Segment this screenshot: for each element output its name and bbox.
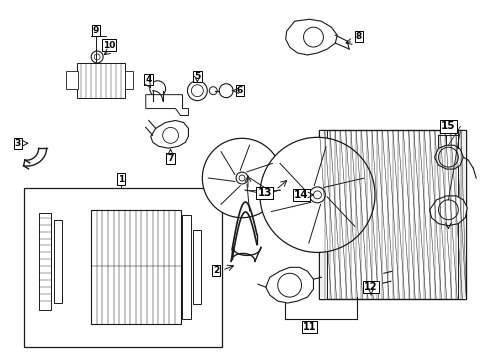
Text: 3: 3 xyxy=(15,139,21,148)
Circle shape xyxy=(188,81,207,100)
Circle shape xyxy=(209,87,217,95)
Text: 15: 15 xyxy=(441,121,456,131)
Polygon shape xyxy=(151,121,189,148)
Circle shape xyxy=(91,51,103,63)
Circle shape xyxy=(310,187,325,203)
Polygon shape xyxy=(286,19,337,55)
Text: 4: 4 xyxy=(146,75,152,84)
Circle shape xyxy=(303,27,323,47)
Polygon shape xyxy=(430,196,467,226)
Circle shape xyxy=(163,127,178,143)
Circle shape xyxy=(150,81,166,96)
Circle shape xyxy=(278,273,301,297)
Bar xyxy=(153,95,182,107)
Circle shape xyxy=(219,84,233,98)
Bar xyxy=(319,130,466,299)
Circle shape xyxy=(239,175,245,181)
Polygon shape xyxy=(266,267,314,303)
Text: 12: 12 xyxy=(364,282,378,292)
Text: 9: 9 xyxy=(93,26,99,35)
Text: 11: 11 xyxy=(303,322,316,332)
Text: 13: 13 xyxy=(258,188,272,198)
Text: 7: 7 xyxy=(168,154,174,163)
Bar xyxy=(91,210,180,324)
Circle shape xyxy=(314,191,321,199)
Bar xyxy=(319,130,327,299)
Text: 8: 8 xyxy=(356,32,362,41)
Bar xyxy=(24,188,222,347)
Polygon shape xyxy=(332,260,384,297)
Text: 2: 2 xyxy=(213,266,220,275)
Bar xyxy=(125,71,133,89)
Circle shape xyxy=(202,138,282,218)
Bar xyxy=(182,215,192,319)
Bar xyxy=(54,220,62,303)
Polygon shape xyxy=(435,145,464,169)
Circle shape xyxy=(236,172,248,184)
Text: 6: 6 xyxy=(237,86,243,95)
Bar xyxy=(77,63,125,98)
Circle shape xyxy=(439,147,458,167)
Polygon shape xyxy=(146,95,189,116)
Circle shape xyxy=(439,200,458,220)
Bar xyxy=(194,230,201,304)
Bar xyxy=(39,213,50,310)
Text: 10: 10 xyxy=(103,41,115,50)
Bar xyxy=(66,71,78,89)
Circle shape xyxy=(347,267,371,291)
Circle shape xyxy=(94,54,100,60)
Text: 1: 1 xyxy=(118,175,124,184)
Circle shape xyxy=(192,85,203,96)
Text: 14: 14 xyxy=(294,190,309,200)
Text: 5: 5 xyxy=(194,72,200,81)
Bar xyxy=(458,130,466,299)
Circle shape xyxy=(260,137,375,252)
